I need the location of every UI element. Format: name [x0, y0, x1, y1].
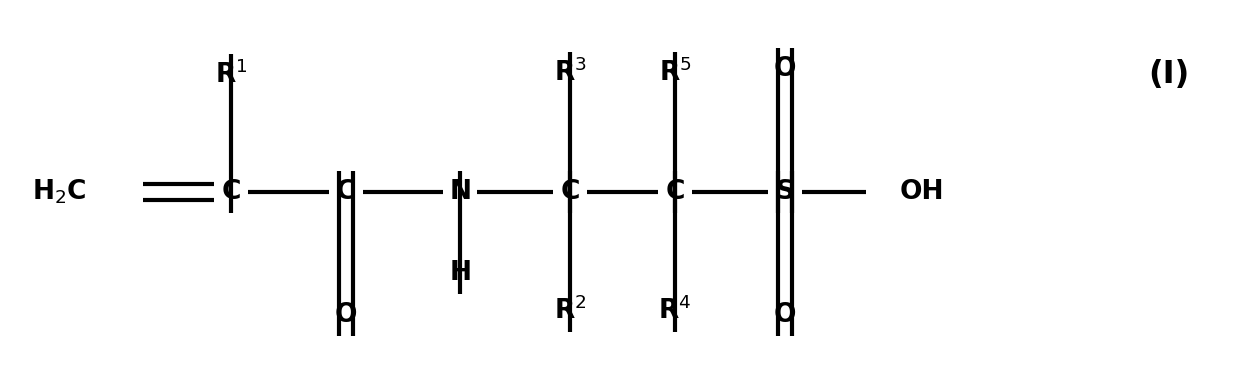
Text: R$^2$: R$^2$ [554, 297, 586, 325]
Text: H: H [450, 260, 471, 286]
Text: R$^3$: R$^3$ [554, 59, 586, 87]
Text: R$^5$: R$^5$ [658, 59, 691, 87]
Text: R$^1$: R$^1$ [214, 61, 247, 89]
Text: C: C [560, 179, 580, 205]
Text: C: C [665, 179, 685, 205]
Text: O: O [773, 302, 795, 328]
Text: C: C [222, 179, 240, 205]
Text: H$_2$C: H$_2$C [32, 178, 87, 206]
Text: O: O [773, 56, 795, 82]
Text: (I): (I) [1149, 60, 1189, 90]
Text: C: C [336, 179, 356, 205]
Text: OH: OH [900, 179, 944, 205]
Text: R$^4$: R$^4$ [658, 297, 691, 325]
Text: O: O [335, 302, 357, 328]
Text: S: S [776, 179, 794, 205]
Text: N: N [450, 179, 471, 205]
